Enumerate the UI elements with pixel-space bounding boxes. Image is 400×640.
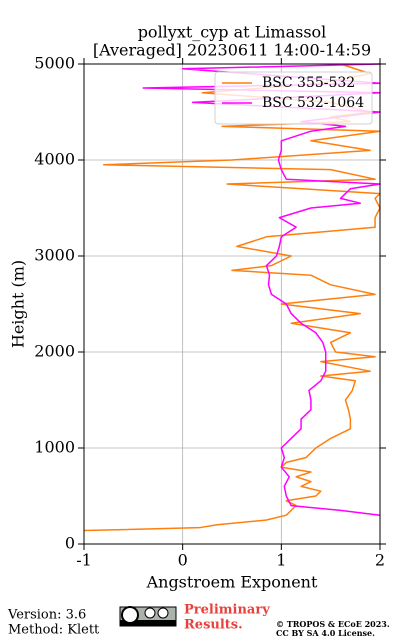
method-text: Method: Klett	[8, 623, 100, 638]
x-tick-label: -1	[76, 551, 92, 570]
legend-box	[214, 71, 373, 125]
chart-subtitle: [Averaged] 20230611 14:00-14:59	[93, 41, 371, 60]
x-axis-label: Angstroem Exponent	[146, 573, 318, 592]
legend: BSC 355-532 BSC 532-1064	[214, 71, 373, 125]
y-tick-label: 2000	[34, 342, 75, 361]
data-line	[142, 63, 381, 516]
y-tick-label: 5000	[34, 54, 75, 73]
legend-label: BSC 355-532	[262, 75, 355, 91]
data-line	[83, 63, 381, 532]
y-tick-label: 3000	[34, 246, 75, 265]
x-tick-label: 2	[375, 551, 385, 570]
chart-title: pollyxt_cyp at Limassol	[138, 23, 327, 42]
y-tick-label: 1000	[34, 438, 75, 457]
plot-area	[83, 63, 381, 545]
x-tick-label: 0	[178, 551, 188, 570]
y-tick-label: 4000	[34, 150, 75, 169]
version-text: Version: 3.6	[7, 608, 86, 623]
preliminary-text: Preliminary	[184, 603, 270, 618]
legend-label: BSC 532-1064	[262, 95, 364, 111]
license-text: © TROPOS & ECoE 2023.	[276, 619, 390, 629]
y-axis-label: Height (m)	[9, 260, 28, 348]
plot-frame	[83, 63, 381, 545]
preliminary-text: Results.	[184, 618, 243, 633]
license-text: CC BY SA 4.0 License.	[276, 628, 375, 638]
x-tick-label: 1	[276, 551, 286, 570]
y-tick-label: 0	[65, 534, 75, 553]
cc-logo	[119, 606, 177, 627]
